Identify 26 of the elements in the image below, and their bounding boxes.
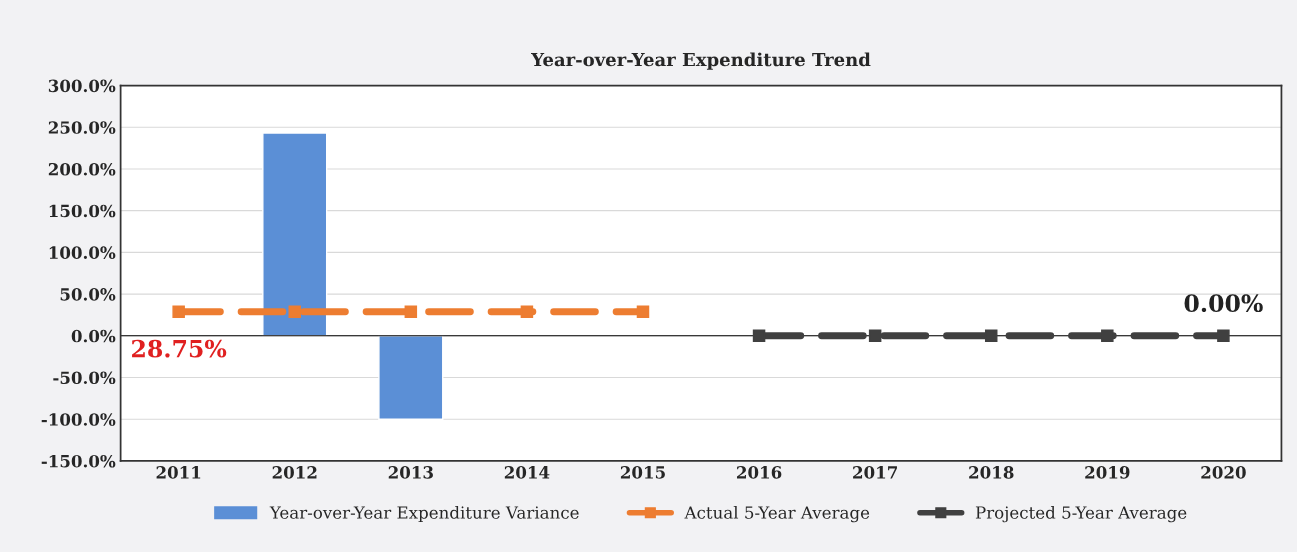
annotation: 0.00%: [1184, 294, 1263, 313]
y-tick-label: 50.0%: [60, 288, 116, 301]
legend-label: Year-over-Year Expenditure Variance: [269, 505, 579, 523]
x-tick-label: 2014: [504, 466, 550, 479]
y-tick-label: 100.0%: [49, 246, 116, 259]
x-tick-label: 2020: [1201, 466, 1246, 479]
x-tick-label: 2017: [853, 466, 897, 479]
x-tick-label: 2016: [736, 466, 782, 479]
x-tick-label: 2015: [620, 466, 665, 479]
y-tick-label: 300.0%: [48, 79, 116, 93]
y-tick-label: -50.0%: [53, 371, 116, 385]
legend-label: Projected 5-Year Average: [975, 505, 1187, 523]
y-tick-label: 150.0%: [49, 204, 116, 218]
y-tick-label: 250.0%: [48, 121, 116, 134]
x-tick-label: 2012: [272, 466, 317, 479]
legend-label: Actual 5-Year Average: [684, 505, 870, 523]
y-tick-label: -150.0%: [41, 454, 116, 468]
annotation: 28.75%: [132, 339, 227, 358]
y-tick-label: -100.0%: [41, 413, 116, 426]
x-tick-label: 2011: [156, 466, 201, 479]
chart-title: Year-over-Year Expenditure Trend: [531, 52, 871, 70]
y-tick-label: 200.0%: [48, 162, 116, 176]
y-tick-label: 0.0%: [71, 329, 116, 343]
x-tick-label: 2018: [969, 466, 1014, 479]
x-tick-label: 2019: [1085, 466, 1130, 479]
x-tick-label: 2013: [388, 466, 433, 479]
